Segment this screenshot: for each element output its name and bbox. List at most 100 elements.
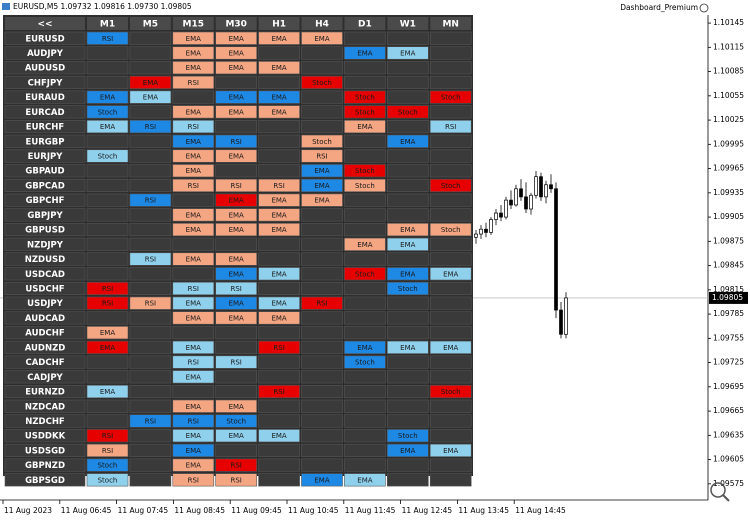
pair-cell[interactable] (4, 61, 86, 75)
pair-cell[interactable] (4, 458, 86, 472)
pair-cell[interactable] (4, 311, 86, 325)
empty-cell (215, 443, 257, 457)
signal-cell (215, 355, 257, 369)
signal-cell (429, 223, 472, 237)
empty-cell (429, 473, 472, 487)
pair-cell[interactable] (4, 90, 86, 104)
pair-cell[interactable] (4, 355, 86, 369)
signal-label: EMA (229, 64, 244, 72)
empty-cell (86, 134, 129, 148)
pair-cell[interactable] (4, 75, 86, 89)
empty-cell (215, 120, 257, 134)
signal-label: EMA (271, 432, 286, 440)
zoom-lens[interactable] (710, 482, 726, 498)
pair-cell[interactable] (4, 120, 86, 134)
empty-cell (129, 149, 172, 163)
pair-cell[interactable] (4, 105, 86, 119)
pair-label: AUDCAD (25, 314, 65, 324)
pair-cell[interactable] (4, 208, 86, 222)
back-button[interactable] (5, 17, 85, 30)
y-tick-label: 1.09815 (713, 285, 744, 294)
empty-cell (429, 208, 472, 222)
empty-cell (129, 105, 172, 119)
signal-label: EMA (357, 49, 372, 57)
signal-label: EMA (100, 123, 115, 131)
pair-cell[interactable] (4, 31, 86, 45)
empty-cell (129, 46, 172, 60)
signal-cell (344, 267, 386, 281)
pair-cell[interactable] (4, 414, 86, 428)
empty-cell (429, 75, 472, 89)
zoom-icon[interactable] (710, 482, 730, 502)
pair-cell[interactable] (4, 164, 86, 178)
pair-cell[interactable] (4, 178, 86, 192)
signal-label: EMA (186, 226, 201, 234)
pair-cell[interactable] (4, 281, 86, 296)
pair-label: USDDKK (25, 432, 66, 442)
empty-cell (301, 252, 343, 266)
pair-cell[interactable] (4, 384, 86, 399)
candle-body (474, 233, 478, 238)
empty-cell (301, 355, 343, 369)
empty-cell (215, 164, 257, 178)
signal-label: RSI (188, 285, 199, 293)
pair-cell[interactable] (4, 193, 86, 207)
empty-cell (129, 267, 172, 281)
pair-cell[interactable] (4, 223, 86, 237)
signal-label: EMA (271, 314, 286, 322)
empty-cell (386, 326, 429, 340)
pair-cell[interactable] (4, 134, 86, 148)
pair-cell[interactable] (4, 149, 86, 163)
empty-cell (344, 208, 386, 222)
y-tick-label: 1.09995 (713, 139, 744, 148)
signal-cell (172, 134, 215, 148)
signal-label: Stoch (355, 182, 375, 190)
pair-cell[interactable] (4, 473, 86, 487)
empty-cell (86, 61, 129, 75)
empty-cell (429, 429, 472, 443)
pair-cell[interactable] (4, 340, 86, 354)
empty-cell (258, 370, 300, 384)
empty-cell (129, 311, 172, 325)
empty-cell (215, 75, 257, 89)
empty-cell (301, 429, 343, 443)
signal-cell (172, 223, 215, 237)
empty-cell (301, 223, 343, 237)
pair-label: CADJPY (27, 373, 63, 383)
pair-cell[interactable] (4, 326, 86, 340)
pair-cell[interactable] (4, 46, 86, 60)
empty-cell (258, 281, 300, 296)
pair-cell[interactable] (4, 399, 86, 413)
signal-cell (172, 399, 215, 413)
signal-label: RSI (188, 476, 199, 484)
y-tick-label: 1.09695 (713, 382, 744, 391)
signal-label: EMA (186, 49, 201, 57)
pair-cell[interactable] (4, 267, 86, 281)
empty-cell (129, 340, 172, 354)
pair-cell[interactable] (4, 429, 86, 443)
pair-cell[interactable] (4, 296, 86, 310)
signal-label: RSI (102, 432, 113, 440)
signal-cell (258, 429, 300, 443)
empty-cell (344, 458, 386, 472)
empty-cell (344, 429, 386, 443)
signal-cell (258, 223, 300, 237)
pair-label: GBPAUD (25, 167, 64, 177)
empty-cell (386, 149, 429, 163)
empty-cell (129, 237, 172, 251)
pair-cell[interactable] (4, 252, 86, 266)
pair-cell[interactable] (4, 237, 86, 251)
pair-cell[interactable] (4, 443, 86, 457)
empty-cell (429, 311, 472, 325)
zoom-handle[interactable] (722, 494, 730, 502)
empty-cell (172, 267, 215, 281)
empty-cell (344, 281, 386, 296)
empty-cell (386, 31, 429, 45)
empty-cell (129, 326, 172, 340)
pair-cell[interactable] (4, 370, 86, 384)
signal-label: EMA (229, 270, 244, 278)
empty-cell (86, 208, 129, 222)
signal-label: EMA (443, 447, 458, 455)
empty-cell (86, 311, 129, 325)
signal-cell (215, 281, 257, 296)
